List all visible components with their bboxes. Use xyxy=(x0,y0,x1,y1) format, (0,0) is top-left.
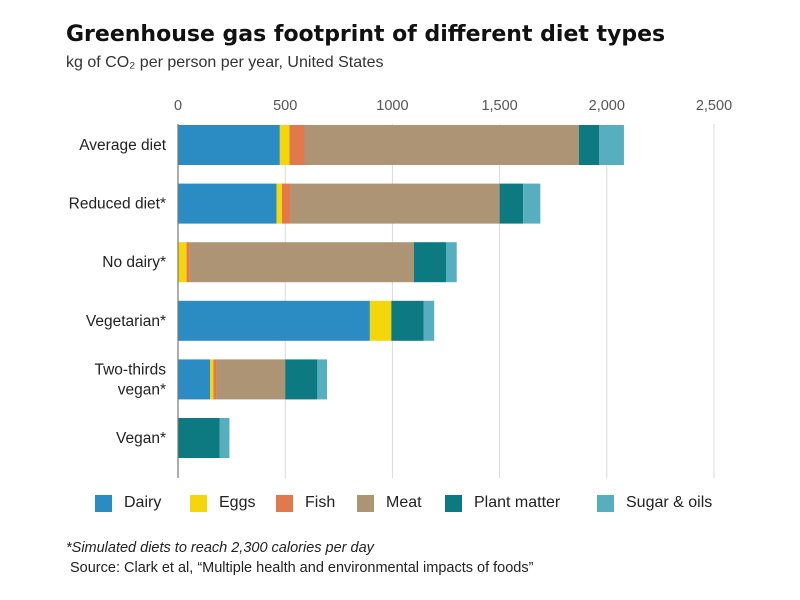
bar-segment xyxy=(599,125,624,165)
category-label: Average diet xyxy=(79,137,166,154)
legend-item: Fish xyxy=(276,494,335,512)
x-tick-label: 1,500 xyxy=(481,98,517,114)
bar-segment xyxy=(281,183,291,224)
legend-swatch xyxy=(597,494,614,512)
legend-item: Sugar & oils xyxy=(597,494,712,512)
bar-segment xyxy=(276,183,282,224)
x-tick-label: 2,000 xyxy=(589,98,625,114)
legend-label: Fish xyxy=(305,494,336,511)
legend-swatch xyxy=(445,494,462,512)
bar-segment xyxy=(178,183,277,224)
bar-segment xyxy=(289,125,305,165)
legend-swatch xyxy=(357,494,374,512)
bar-segment xyxy=(285,359,318,400)
legend-item: Eggs xyxy=(190,494,255,512)
legend-swatch xyxy=(95,494,112,512)
category-label: Vegan* xyxy=(116,430,166,447)
bar-segment xyxy=(178,125,280,165)
stacked-bar-chart: 0 500 1000 1,500 2,000 2,500 Average diet Reduc… xyxy=(69,98,733,478)
category-label: vegan* xyxy=(118,381,166,398)
x-tick-label: 1000 xyxy=(376,98,408,114)
legend-label: Plant matter xyxy=(474,494,561,511)
category-label: Vegetarian* xyxy=(86,313,166,330)
bar-segment xyxy=(304,125,579,165)
bar-segment xyxy=(391,300,424,341)
bar-segment xyxy=(499,183,524,224)
bar-segment xyxy=(178,418,220,458)
bar-segment xyxy=(219,418,230,458)
legend-item: Meat xyxy=(357,494,422,512)
bar-segment xyxy=(178,242,187,283)
x-tick-label: 500 xyxy=(273,98,297,114)
legend-label: Eggs xyxy=(219,494,256,511)
bar-segment xyxy=(178,359,211,400)
labels: 0 500 1000 1,500 2,000 2,500 Average diet Reduc… xyxy=(69,98,733,447)
bar-segment xyxy=(186,242,190,283)
legend-swatch xyxy=(276,494,293,512)
legend-label: Dairy xyxy=(124,494,162,511)
bar-segment xyxy=(213,359,217,400)
bar-segment xyxy=(523,183,541,224)
chart-subtitle: kg of CO₂ per person per year, United St… xyxy=(66,54,384,71)
legend: Dairy Eggs Fish Meat Plant matter Sugar & oil… xyxy=(95,494,735,520)
category-label: Reduced diet* xyxy=(69,196,166,213)
footnote: *Simulated diets to reach 2,300 calories… xyxy=(66,540,374,556)
x-tick-label: 0 xyxy=(174,98,182,114)
bar-segment xyxy=(178,300,370,341)
bar-segment xyxy=(290,183,500,224)
bar-segment xyxy=(210,359,214,400)
bars xyxy=(178,125,624,458)
x-tick-label: 2,500 xyxy=(696,98,732,114)
legend-swatch xyxy=(190,494,207,512)
bar-segment xyxy=(369,300,392,341)
legend-item: Dairy xyxy=(95,494,161,512)
legend-label: Meat xyxy=(386,494,422,511)
bar-segment xyxy=(423,300,435,341)
legend-label: Sugar & oils xyxy=(626,494,713,511)
legend-item: Plant matter xyxy=(445,494,560,512)
bar-segment xyxy=(446,242,457,283)
category-label: Two-thirds xyxy=(95,361,167,378)
bar-segment xyxy=(317,359,328,400)
bar-segment xyxy=(279,125,290,165)
source-note: Source: Clark et al, “Multiple health an… xyxy=(70,560,534,576)
chart-title: Greenhouse gas footprint of different di… xyxy=(66,22,666,47)
bar-segment xyxy=(216,359,286,400)
bar-segment xyxy=(189,242,414,283)
bar-segment xyxy=(413,242,446,283)
bar-segment xyxy=(578,125,600,165)
category-label: No dairy* xyxy=(102,254,166,271)
